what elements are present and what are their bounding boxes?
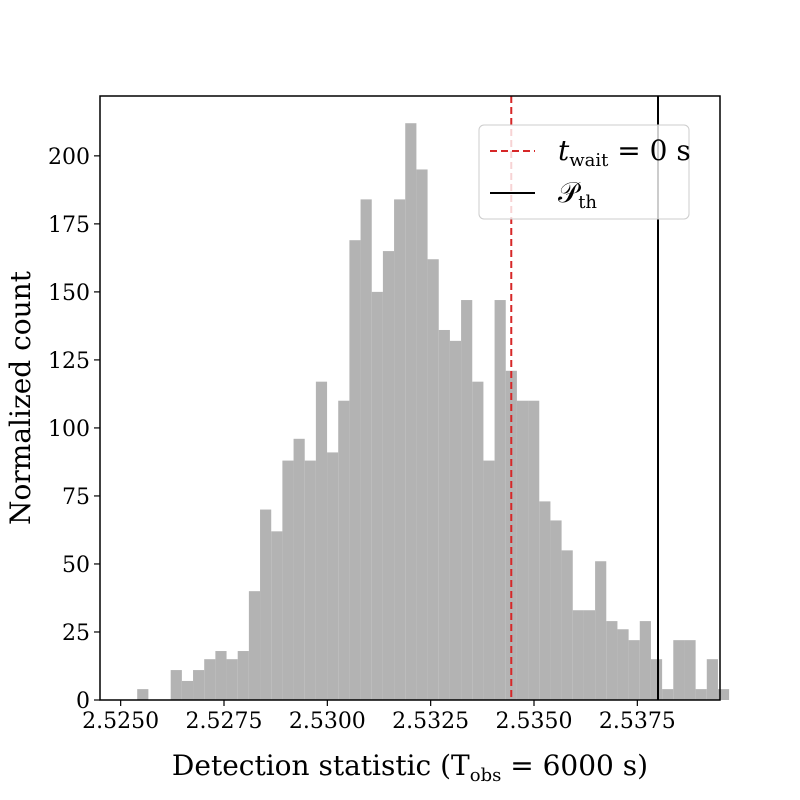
histogram-bar	[673, 640, 685, 700]
x-tick-label: 2.5325	[392, 709, 469, 734]
histogram-bar	[137, 689, 149, 700]
histogram-bar	[382, 251, 395, 700]
legend-label-pth-sub: th	[578, 192, 597, 213]
histogram-bar	[315, 381, 328, 700]
histogram-bar	[394, 199, 406, 700]
histogram-bar	[449, 340, 462, 700]
histogram-bar	[271, 531, 283, 700]
histogram-bar	[371, 291, 383, 700]
histogram-bar	[338, 400, 350, 700]
y-tick-label: 200	[48, 145, 90, 170]
histogram-bar	[539, 501, 551, 700]
histogram-bar	[550, 520, 562, 700]
legend-label-twait-tail: = 0 s	[608, 134, 690, 167]
histogram-bar	[248, 591, 261, 700]
histogram-bar	[706, 659, 718, 700]
histogram-bar	[416, 169, 428, 700]
histogram-bar	[427, 259, 439, 700]
plot-frame	[99, 95, 721, 701]
histogram-bar	[438, 329, 450, 700]
histogram-bar	[583, 610, 596, 700]
y-tick-label: 175	[48, 213, 90, 238]
legend-label-pth-main: 𝒫	[558, 176, 582, 209]
legend: twait = 0 s 𝒫th	[478, 124, 691, 220]
y-tick-label: 50	[62, 553, 90, 578]
histogram-bar	[237, 651, 249, 700]
histogram-bar	[595, 561, 607, 700]
legend-box	[478, 124, 690, 220]
histogram-bar	[561, 550, 573, 700]
histogram-bar	[639, 621, 651, 700]
x-axis-label: Detection statistic (Tobs = 6000 s)	[172, 749, 648, 786]
histogram-bar	[215, 651, 227, 700]
x-axis-label-tail: = 6000 s)	[501, 749, 648, 782]
y-axis-label: Normalized count	[4, 270, 37, 525]
histogram-bar	[293, 438, 305, 700]
x-tick-label: 2.5300	[289, 709, 366, 734]
histogram-bar	[494, 300, 506, 700]
x-axis-label-main: Detection statistic (T	[172, 749, 470, 782]
y-tick-label: 125	[48, 349, 90, 374]
histogram-bar	[260, 509, 272, 700]
histogram-bar	[405, 123, 417, 700]
histogram-bar	[717, 689, 730, 700]
histogram-bar	[505, 370, 517, 700]
histogram-bar	[528, 400, 540, 700]
histogram-bar	[516, 400, 529, 700]
histogram-bar	[226, 659, 238, 700]
histogram-bar	[181, 680, 194, 700]
x-tick-label: 2.5375	[599, 709, 676, 734]
histogram-bar	[193, 670, 205, 700]
histogram-bar	[170, 670, 182, 700]
x-tick-label: 2.5275	[186, 709, 263, 734]
histogram-bar	[617, 629, 629, 700]
x-tick-label: 2.5350	[496, 709, 573, 734]
histogram-bar	[204, 659, 216, 700]
histogram-bar	[327, 452, 339, 700]
y-tick-label: 25	[62, 621, 90, 646]
histogram-bar	[684, 640, 696, 700]
histogram-bar	[472, 381, 484, 700]
histogram-bars	[137, 123, 730, 700]
histogram-bar	[662, 689, 674, 700]
y-axis-ticks: 0 25 50 75 100 125 150 175 200	[48, 145, 100, 714]
legend-label-twait-sub: wait	[569, 150, 609, 171]
histogram-bar	[282, 460, 294, 700]
y-tick-label: 100	[48, 417, 90, 442]
histogram-bar	[628, 640, 640, 700]
x-axis-label-subscript: obs	[470, 765, 502, 786]
histogram-bar	[606, 621, 618, 700]
histogram-bar	[650, 659, 663, 700]
y-tick-label: 75	[62, 485, 90, 510]
histogram-bar	[572, 610, 584, 700]
histogram-bar	[461, 300, 473, 700]
legend-label-twait-main: t	[558, 134, 570, 167]
y-tick-label: 0	[76, 689, 90, 714]
x-tick-label: 2.5250	[82, 709, 159, 734]
y-tick-label: 150	[48, 281, 90, 306]
histogram-bar	[483, 460, 495, 700]
histogram-bar	[349, 240, 361, 700]
histogram-bar	[360, 199, 372, 700]
legend-label-pth: 𝒫th	[558, 176, 597, 213]
histogram-bar	[695, 689, 707, 700]
legend-label-twait: twait = 0 s	[558, 134, 691, 171]
x-axis-ticks: 2.5250 2.5275 2.5300 2.5325 2.5350 2.5375	[82, 700, 676, 734]
histogram-bar	[304, 460, 316, 700]
